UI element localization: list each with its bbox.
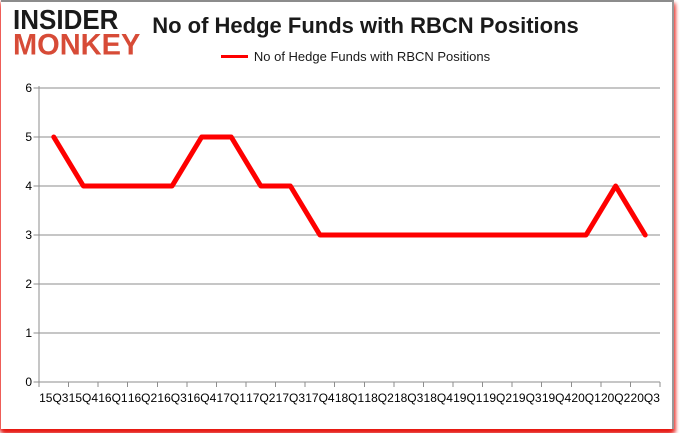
- y-axis-label: 0: [25, 375, 32, 389]
- x-axis-label: 18Q4: [424, 391, 454, 405]
- x-axis-label: 19Q2: [483, 391, 513, 405]
- x-axis-label: 17Q2: [246, 391, 276, 405]
- x-axis-label: 15Q4: [69, 391, 99, 405]
- x-axis-label: 16Q4: [187, 391, 217, 405]
- x-axis-label: 17Q3: [276, 391, 306, 405]
- x-axis-label: 17Q1: [217, 391, 247, 405]
- insider-monkey-logo: INSIDER MONKEY: [13, 3, 141, 62]
- x-axis-label: 18Q3: [394, 391, 424, 405]
- legend: No of Hedge Funds with RBCN Positions: [45, 49, 666, 64]
- x-axis-label: 17Q4: [305, 391, 335, 405]
- x-axis-label: 18Q1: [335, 391, 365, 405]
- series-line: [51, 134, 648, 238]
- y-axis-label: 2: [25, 277, 32, 291]
- logo-text-insider: INSIDER: [13, 3, 119, 36]
- x-axis-label: 19Q4: [542, 391, 572, 405]
- x-axis-label: 15Q3: [39, 391, 69, 405]
- x-axis-label: 16Q1: [98, 391, 128, 405]
- x-axis-label: 16Q2: [128, 391, 158, 405]
- logo-text-monkey: MONKEY: [13, 28, 141, 62]
- y-axis-label: 5: [25, 130, 32, 144]
- y-axis-label: 1: [25, 326, 32, 340]
- legend-label: No of Hedge Funds with RBCN Positions: [253, 49, 491, 64]
- chart-title: No of Hedge Funds with RBCN Positions: [152, 13, 579, 38]
- x-axis-label: 16Q3: [157, 391, 187, 405]
- y-axis-label: 6: [25, 81, 32, 95]
- y-axis-label: 3: [25, 228, 32, 242]
- legend-line-icon: [220, 55, 248, 58]
- x-axis-label: 19Q1: [453, 391, 483, 405]
- x-axis-label: 19Q3: [512, 391, 542, 405]
- x-axis-label: 20Q3: [631, 391, 661, 405]
- x-axis-label: 18Q2: [364, 391, 394, 405]
- x-axis-label: 20Q2: [601, 391, 631, 405]
- x-axis-label: 20Q1: [571, 391, 601, 405]
- y-axis-label: 4: [25, 179, 32, 193]
